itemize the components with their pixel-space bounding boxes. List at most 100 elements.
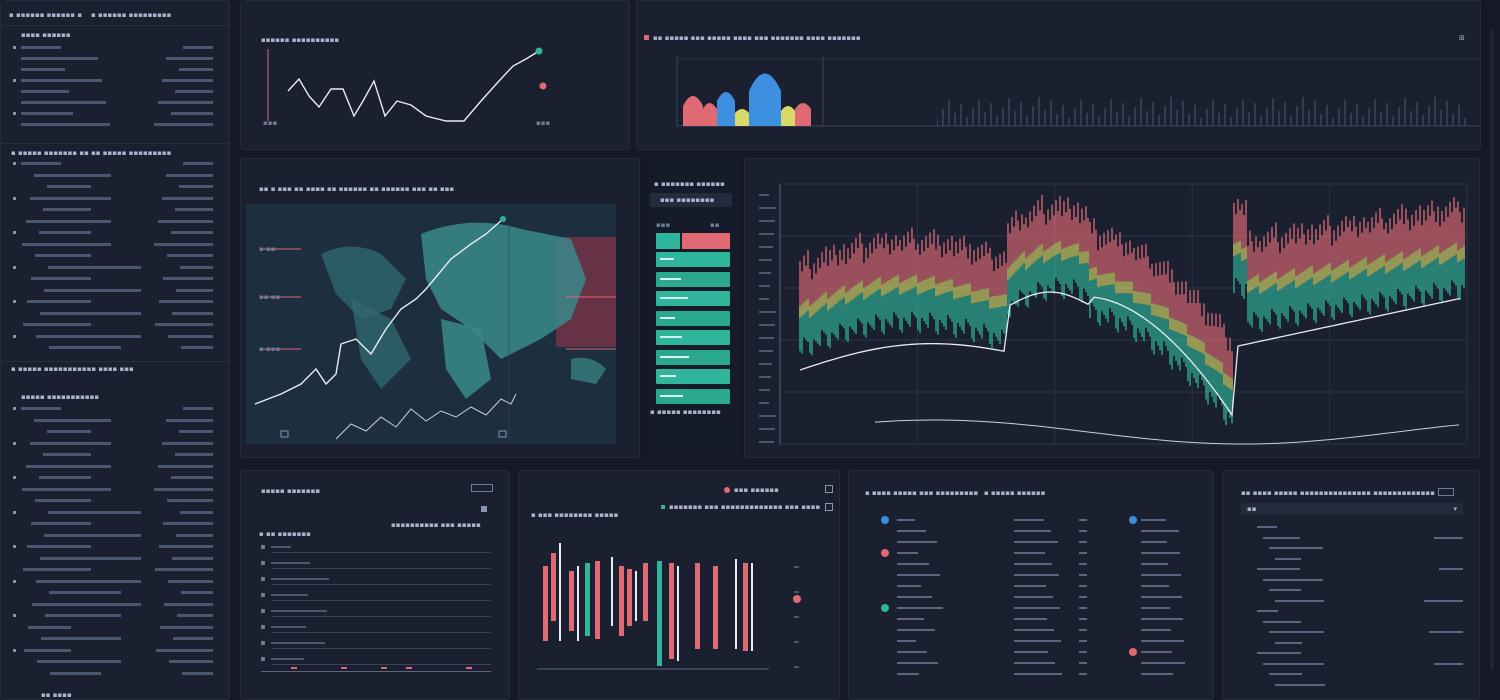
sidebar-header-right[interactable]: ▪ ▪▪▪▪▪▪ ▪▪▪▪▪▪▪▪▪ [91,11,172,19]
category-item[interactable] [656,330,730,345]
table-row[interactable] [849,516,1213,525]
sidebar-row[interactable] [13,441,213,447]
tree-item[interactable] [1241,639,1463,647]
sidebar-row[interactable] [13,544,213,550]
category-item[interactable] [656,252,730,267]
sidebar-row[interactable] [13,196,213,202]
list-item-top-green[interactable] [656,233,680,249]
sidebar-row[interactable] [13,429,213,435]
tree-item[interactable] [1241,628,1463,636]
sidebar-row[interactable] [13,122,213,128]
sidebar-row[interactable] [13,219,213,225]
tree-item[interactable] [1241,681,1463,689]
top-bar-settings-icon[interactable]: ⊞ [1459,34,1465,42]
table-row[interactable] [849,571,1213,580]
sidebar-row[interactable] [13,67,213,73]
sidebar-row[interactable] [13,464,213,470]
sidebar-row[interactable] [13,299,213,305]
list-subtitle-box[interactable]: ▪▪▪ ▪▪▪▪▪▪▪▪ [650,193,732,207]
sidebar-row[interactable] [13,89,213,95]
tree-item[interactable] [1241,607,1463,615]
sidebar-row[interactable] [13,521,213,527]
category-item[interactable] [656,271,730,287]
sidebar-row[interactable] [13,579,213,585]
tree-item[interactable] [1241,597,1463,605]
tree-item[interactable] [1241,618,1463,626]
list-item-top-red[interactable] [682,233,730,249]
tree-item[interactable] [1241,670,1463,678]
sidebar-row[interactable] [13,276,213,282]
sidebar-row[interactable] [13,230,213,236]
tree-item[interactable] [1241,544,1463,552]
sidebar-row[interactable] [13,322,213,328]
sidebar-row[interactable] [13,590,213,596]
sidebar-row[interactable] [13,161,213,167]
category-item[interactable] [656,349,730,365]
sidebar-row[interactable] [13,648,213,654]
tree-item[interactable] [1241,565,1463,573]
table-row[interactable] [849,593,1213,602]
sidebar-row[interactable] [13,556,213,562]
sidebar-row[interactable] [13,475,213,481]
tree-item[interactable] [1241,586,1463,594]
tree-item[interactable] [1241,660,1463,668]
table-row[interactable] [849,604,1213,613]
sidebar-row[interactable] [13,418,213,424]
sidebar-row[interactable] [13,242,213,248]
table-row[interactable] [849,549,1213,558]
sidebar-row[interactable] [13,510,213,516]
category-item[interactable] [656,369,730,384]
bottom-1-expand-icon[interactable] [481,506,487,512]
category-item[interactable] [656,310,730,326]
page-scrollbar[interactable] [1490,30,1494,670]
sidebar-row[interactable] [13,602,213,608]
sidebar-row[interactable] [13,78,213,84]
sidebar-row[interactable] [13,56,213,62]
sidebar-row[interactable] [13,406,213,412]
bottom-1-menu-icon[interactable] [471,484,493,492]
sidebar-row[interactable] [13,345,213,351]
sidebar-row[interactable] [13,625,213,631]
tree-item[interactable] [1241,576,1463,584]
sidebar-row[interactable] [13,207,213,213]
tree-item[interactable] [1241,523,1463,531]
category-item[interactable] [656,388,730,404]
tree-item[interactable] [1241,534,1463,542]
sidebar-row[interactable] [13,636,213,642]
bottom-2-expand-icon[interactable] [825,503,833,511]
bottom-2-menu-icon[interactable] [825,485,833,493]
table-row[interactable] [849,560,1213,569]
sidebar-row[interactable] [13,487,213,493]
sidebar-row[interactable] [13,567,213,573]
bottom-4-menu-icon[interactable] [1438,488,1454,496]
table-row[interactable] [849,670,1213,679]
sidebar-row[interactable] [13,452,213,458]
sidebar-row[interactable] [13,311,213,317]
sidebar-row[interactable] [13,265,213,271]
sidebar-row[interactable] [13,498,213,504]
sidebar-row[interactable] [13,253,213,259]
sidebar-row[interactable] [13,659,213,665]
table-row[interactable] [849,538,1213,547]
category-item[interactable] [656,291,730,306]
table-row[interactable] [849,637,1213,646]
sidebar-row[interactable] [13,100,213,106]
table-row[interactable] [849,527,1213,536]
sidebar-row[interactable] [13,671,213,677]
sidebar-row[interactable] [13,111,213,117]
table-row[interactable] [849,582,1213,591]
tree-item[interactable] [1241,649,1463,657]
sidebar-header-left[interactable]: ▪ ▪▪▪▪▪▪ ▪▪▪▪▪▪ ▪ [9,11,83,19]
table-row[interactable] [849,615,1213,624]
sidebar-row[interactable] [13,613,213,619]
bottom-4-select[interactable]: ▪▪ ▾ [1241,503,1463,515]
table-row[interactable] [849,648,1213,657]
sidebar-row[interactable] [13,184,213,190]
sidebar-row[interactable] [13,173,213,179]
table-row[interactable] [849,659,1213,668]
sidebar-row[interactable] [13,288,213,294]
tree-item[interactable] [1241,555,1463,563]
sidebar-row[interactable] [13,45,213,51]
sidebar-row[interactable] [13,533,213,539]
sidebar-row[interactable] [13,334,213,340]
